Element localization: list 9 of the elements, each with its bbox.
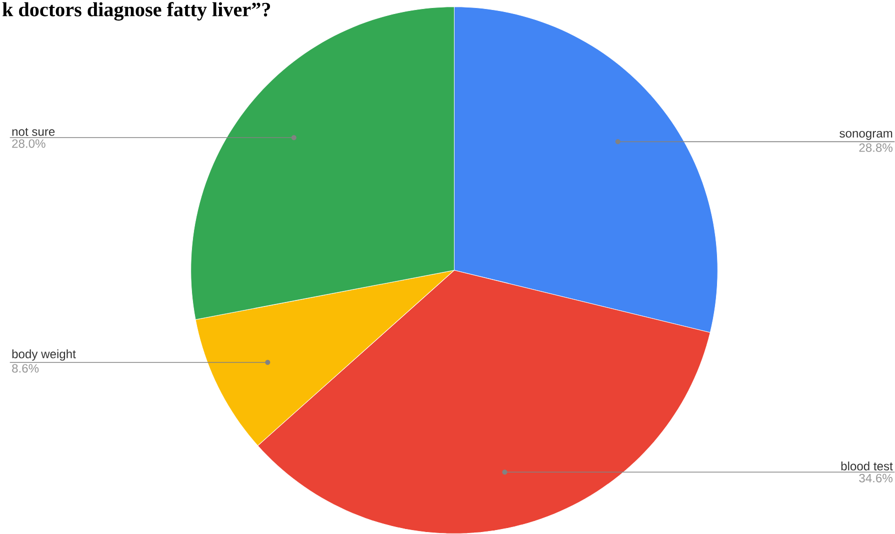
data-label: 8.6% — [12, 364, 39, 373]
data-label: 28.8% — [859, 143, 892, 152]
slice-label: body weight — [12, 349, 76, 361]
slice-label: sonogram — [840, 131, 892, 140]
data-label: 34.6% — [859, 474, 892, 482]
data-label: 28.0% — [12, 139, 46, 148]
chart-title: k doctors diagnose fatty liver”? — [2, 2, 270, 21]
slice-label: not sure — [12, 128, 55, 136]
slice-label: blood test — [841, 462, 893, 470]
